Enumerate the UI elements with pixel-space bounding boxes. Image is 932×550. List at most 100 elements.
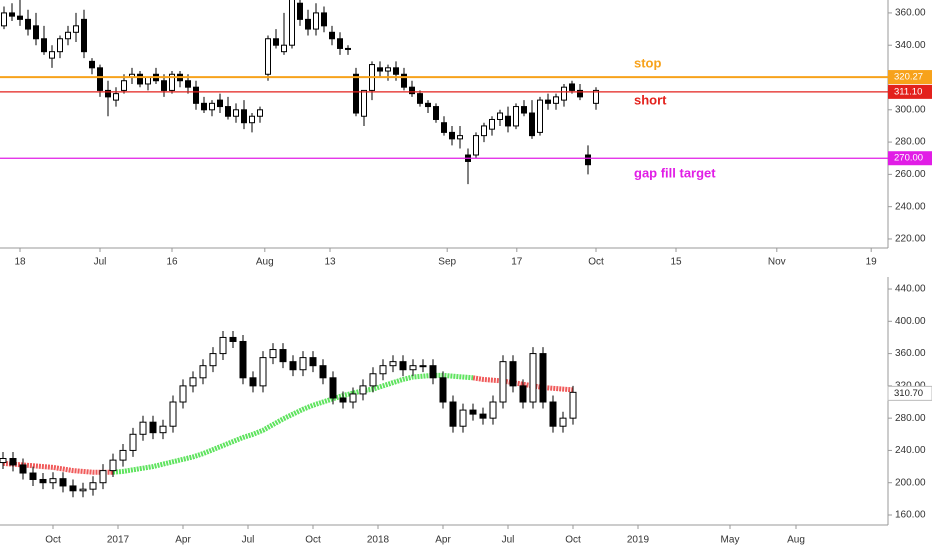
candle-body	[521, 106, 527, 114]
y-tick-label: 280.00	[895, 413, 926, 424]
candle-body	[99, 470, 107, 484]
candle-body	[29, 472, 37, 480]
level-tag	[888, 84, 932, 99]
candle-body	[401, 73, 407, 88]
candle-body	[145, 77, 151, 85]
candle-body	[219, 336, 227, 355]
x-tick-label: Oct	[45, 535, 61, 546]
candle-body	[41, 38, 47, 53]
candle-body	[321, 12, 327, 27]
candle-body	[257, 109, 263, 117]
y-tick-label: 280.00	[895, 137, 926, 148]
y-tick-label: 160.00	[895, 510, 926, 521]
candle-body	[449, 401, 457, 427]
candle-body	[481, 125, 487, 137]
candle-body	[89, 60, 95, 69]
candle-body	[9, 12, 15, 17]
candle-body	[1, 12, 7, 27]
candle-body	[429, 365, 437, 379]
level-tag-label: 270.00	[894, 153, 923, 164]
x-tick-label: Nov	[768, 257, 786, 268]
x-tick-label: 2017	[107, 535, 130, 546]
candle-body	[349, 393, 357, 403]
candle-body	[569, 391, 577, 419]
candle-body	[469, 409, 477, 415]
level-tag-label: 311.10	[894, 86, 922, 97]
x-tick-label: 16	[166, 257, 178, 268]
candle-body	[479, 413, 487, 419]
candle-body	[299, 357, 307, 371]
x-tick-label: 18	[14, 257, 26, 268]
candle-body	[337, 38, 343, 49]
candle-body	[419, 365, 427, 368]
candle-body	[279, 349, 287, 363]
candle-body	[39, 478, 47, 484]
candle-body	[319, 365, 327, 379]
candle-body	[529, 353, 537, 403]
candle-body	[473, 135, 479, 156]
candle-body	[199, 365, 207, 379]
candle-body	[161, 80, 167, 91]
x-tick-label: Jul	[94, 257, 107, 268]
x-tick-label: Apr	[435, 535, 451, 546]
candle-body	[109, 459, 117, 472]
candle-body	[329, 377, 337, 399]
candle-body	[513, 106, 519, 127]
candle-body	[409, 365, 417, 371]
candle-body	[159, 425, 167, 434]
candle-body	[545, 99, 551, 104]
candle-body	[497, 112, 503, 120]
x-tick-label: 13	[324, 257, 336, 268]
x-tick-label: 15	[670, 257, 682, 268]
candle-body	[17, 15, 23, 20]
y-tick-label: 360.00	[895, 348, 926, 359]
candle-body	[353, 73, 359, 114]
x-tick-label: 2018	[367, 535, 390, 546]
candle-body	[399, 361, 407, 371]
x-tick-label: 19	[866, 257, 878, 268]
candle-body	[225, 106, 231, 117]
candle-body	[265, 38, 271, 75]
candle-body	[229, 336, 237, 342]
candle-body	[509, 361, 517, 387]
candle-body	[339, 397, 347, 403]
candle-body	[329, 31, 335, 40]
candle-body	[433, 106, 439, 120]
candle-body	[377, 67, 383, 72]
candle-body	[519, 385, 527, 403]
y-tick-label: 300.00	[895, 104, 926, 115]
candle-body	[269, 349, 277, 359]
candle-body	[417, 93, 423, 104]
candle-body	[209, 353, 217, 367]
candle-body	[305, 18, 311, 30]
level-annotation: stop	[634, 56, 662, 71]
candle-body	[113, 93, 119, 101]
y-tick-label: 220.00	[895, 234, 926, 245]
candle-body	[169, 73, 175, 91]
x-tick-label: Aug	[256, 257, 274, 268]
y-tick-label: 200.00	[895, 477, 926, 488]
candle-body	[233, 109, 239, 117]
candle-body	[489, 118, 495, 130]
candle-body	[185, 80, 191, 88]
candle-body	[505, 115, 511, 127]
candle-body	[529, 112, 535, 137]
last-price-label: 310.70	[894, 388, 923, 399]
candle-body	[201, 102, 207, 111]
candle-body	[297, 2, 303, 20]
candle-body	[539, 353, 547, 403]
candle-body	[449, 131, 455, 140]
candle-body	[65, 31, 71, 40]
y-tick-label: 360.00	[895, 8, 926, 19]
candle-body	[139, 421, 147, 435]
x-tick-label: Apr	[175, 535, 191, 546]
candle-body	[585, 154, 591, 166]
candle-body	[499, 361, 507, 403]
candle-body	[289, 0, 295, 46]
y-tick-label: 440.00	[895, 284, 926, 295]
candle-body	[577, 89, 583, 98]
candle-body	[409, 86, 415, 95]
x-tick-label: Jul	[502, 535, 515, 546]
candle-body	[313, 12, 319, 30]
candle-body	[49, 478, 57, 484]
